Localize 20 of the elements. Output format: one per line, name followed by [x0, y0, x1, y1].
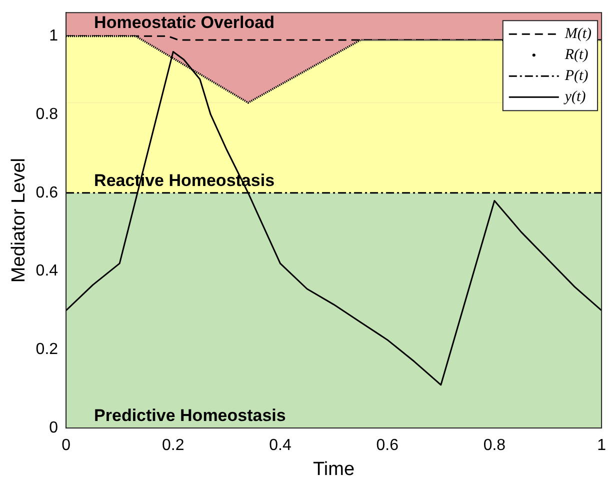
y-tick-label: 0.4 [36, 262, 58, 280]
legend-label: R(t) [564, 47, 588, 64]
y-tick-label: 0.6 [36, 184, 58, 202]
y-tick-label: 1 [49, 28, 58, 45]
x-tick-label: 0.2 [162, 437, 184, 454]
legend-label: y(t) [562, 89, 586, 106]
x-tick-label: 0.6 [376, 437, 399, 454]
x-axis-title: Time [313, 458, 355, 480]
x-tick-label: 0.8 [483, 437, 506, 454]
y-axis-title: Mediator Level [8, 158, 30, 283]
x-tick-label: 0.4 [269, 437, 292, 454]
legend-label: M(t) [564, 26, 592, 42]
y-tick-label: 0.8 [36, 106, 58, 123]
legend-label: P(t) [564, 68, 588, 84]
x-tick-label: 0 [62, 437, 71, 454]
band-label: Predictive Homeostasis [94, 406, 286, 426]
y-tick-label: 0.2 [36, 341, 58, 358]
band-label: Homeostatic Overload [94, 12, 274, 32]
y-tick-label: 0 [49, 419, 58, 436]
x-tick-label: 1 [597, 437, 606, 454]
